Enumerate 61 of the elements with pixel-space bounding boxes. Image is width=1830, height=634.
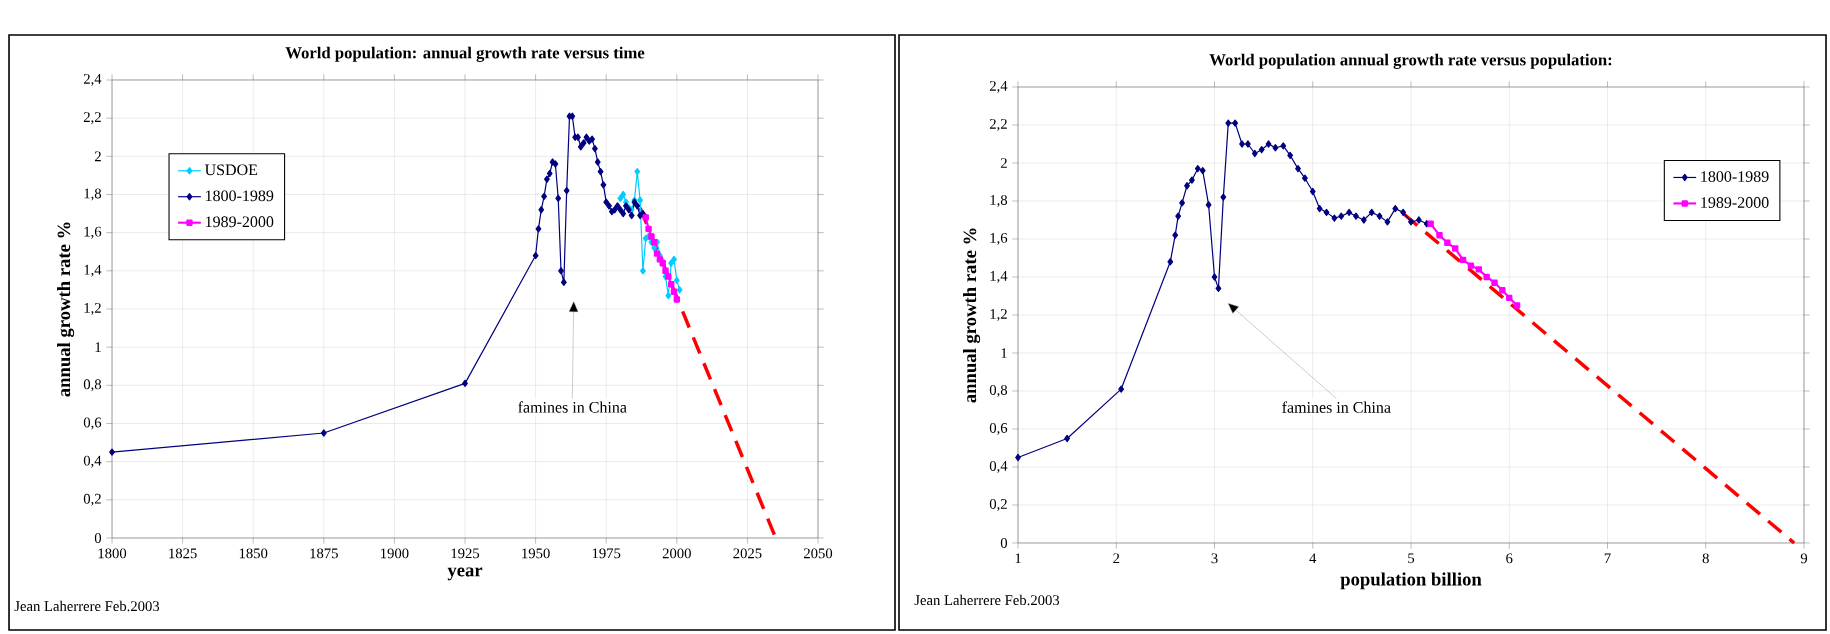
y-tick-label: 1,6	[990, 233, 1008, 245]
text: Jean Laherrere Feb.2003	[914, 594, 1060, 606]
y-tick-label: 1	[95, 342, 101, 352]
y-tick-label: 0,4	[83, 455, 102, 468]
x-tick-label: 1825	[169, 548, 197, 559]
y-tick-label: 0,4	[989, 460, 1008, 473]
x-tick-label: 1925	[451, 548, 480, 559]
annotation: famines in China	[1282, 401, 1391, 413]
legend-label: 1989-2000	[1701, 197, 1769, 208]
annotation: famines in China	[518, 401, 627, 413]
x-tick-label: 7	[1604, 553, 1611, 563]
y-tick-label: 1,2	[990, 309, 1007, 321]
y-tick-label: 2,4	[989, 81, 1008, 93]
x-axis-title: population billion	[1340, 572, 1482, 590]
legend-label: 1989-2000	[205, 216, 274, 228]
legend-label: 1800-1989	[205, 190, 274, 202]
legend-label: USDOE	[204, 164, 258, 176]
legend-label: 1800-1989	[1701, 171, 1769, 182]
y-tick-label: 1,4	[990, 271, 1008, 283]
x-tick-label: 2000	[662, 548, 691, 559]
y-tick-label: 1,4	[84, 264, 102, 277]
x-tick-label: 3	[1211, 553, 1218, 564]
x-axis-title: year	[447, 567, 483, 581]
y-tick-label: 0,8	[83, 379, 102, 392]
x-tick-label: 1800	[98, 548, 127, 559]
x-tick-label: 2	[1113, 553, 1120, 564]
y-tick-label: 0	[1000, 538, 1008, 548]
x-tick-label: 1850	[239, 548, 268, 559]
y-tick-label: 0,6	[989, 422, 1008, 435]
y-tick-label: 0,8	[989, 384, 1008, 397]
y-tick-label: 0,2	[83, 493, 101, 506]
y-tick-label: 2,4	[83, 74, 102, 86]
y-tick-label: 1,2	[84, 303, 101, 315]
y-tick-label: 1,8	[84, 188, 102, 201]
x-tick-label: 1950	[522, 548, 550, 559]
x-tick-label: 9	[1800, 553, 1808, 564]
y-tick-label: 0,2	[989, 498, 1007, 511]
x-tick-label: 6	[1506, 553, 1513, 564]
x-tick-label: 2025	[733, 548, 762, 559]
y-tick-label: 1,6	[84, 226, 102, 239]
chart-title: World population annual growth rate versus population:	[1209, 53, 1612, 69]
y-tick-label: 1,8	[990, 194, 1008, 207]
y-axis-title: annual growth rate %	[963, 228, 981, 403]
y-tick-label: 0	[94, 533, 102, 543]
x-tick-label: 5	[1408, 553, 1415, 564]
x-tick-label: 1900	[381, 548, 409, 559]
y-tick-label: 2	[94, 151, 101, 162]
y-tick-label: 2,2	[989, 119, 1007, 131]
x-tick-label: 8	[1702, 553, 1709, 564]
y-tick-label: 2	[1000, 158, 1007, 168]
y-tick-label: 2,2	[83, 112, 101, 125]
x-tick-label: 1975	[592, 548, 621, 559]
x-tick-label: 4	[1309, 553, 1317, 564]
x-tick-label: 1875	[310, 548, 338, 559]
y-tick-label: 0,6	[83, 417, 102, 430]
x-tick-label: 2050	[803, 548, 833, 559]
chart-title: World population: annual growth rate versus time	[285, 46, 645, 62]
text: Jean Laherrere Feb.2003	[14, 600, 160, 612]
y-axis-title: annual growth rate %	[57, 222, 75, 397]
y-tick-label: 1	[1001, 348, 1007, 358]
x-tick-label: 1	[1015, 553, 1021, 564]
